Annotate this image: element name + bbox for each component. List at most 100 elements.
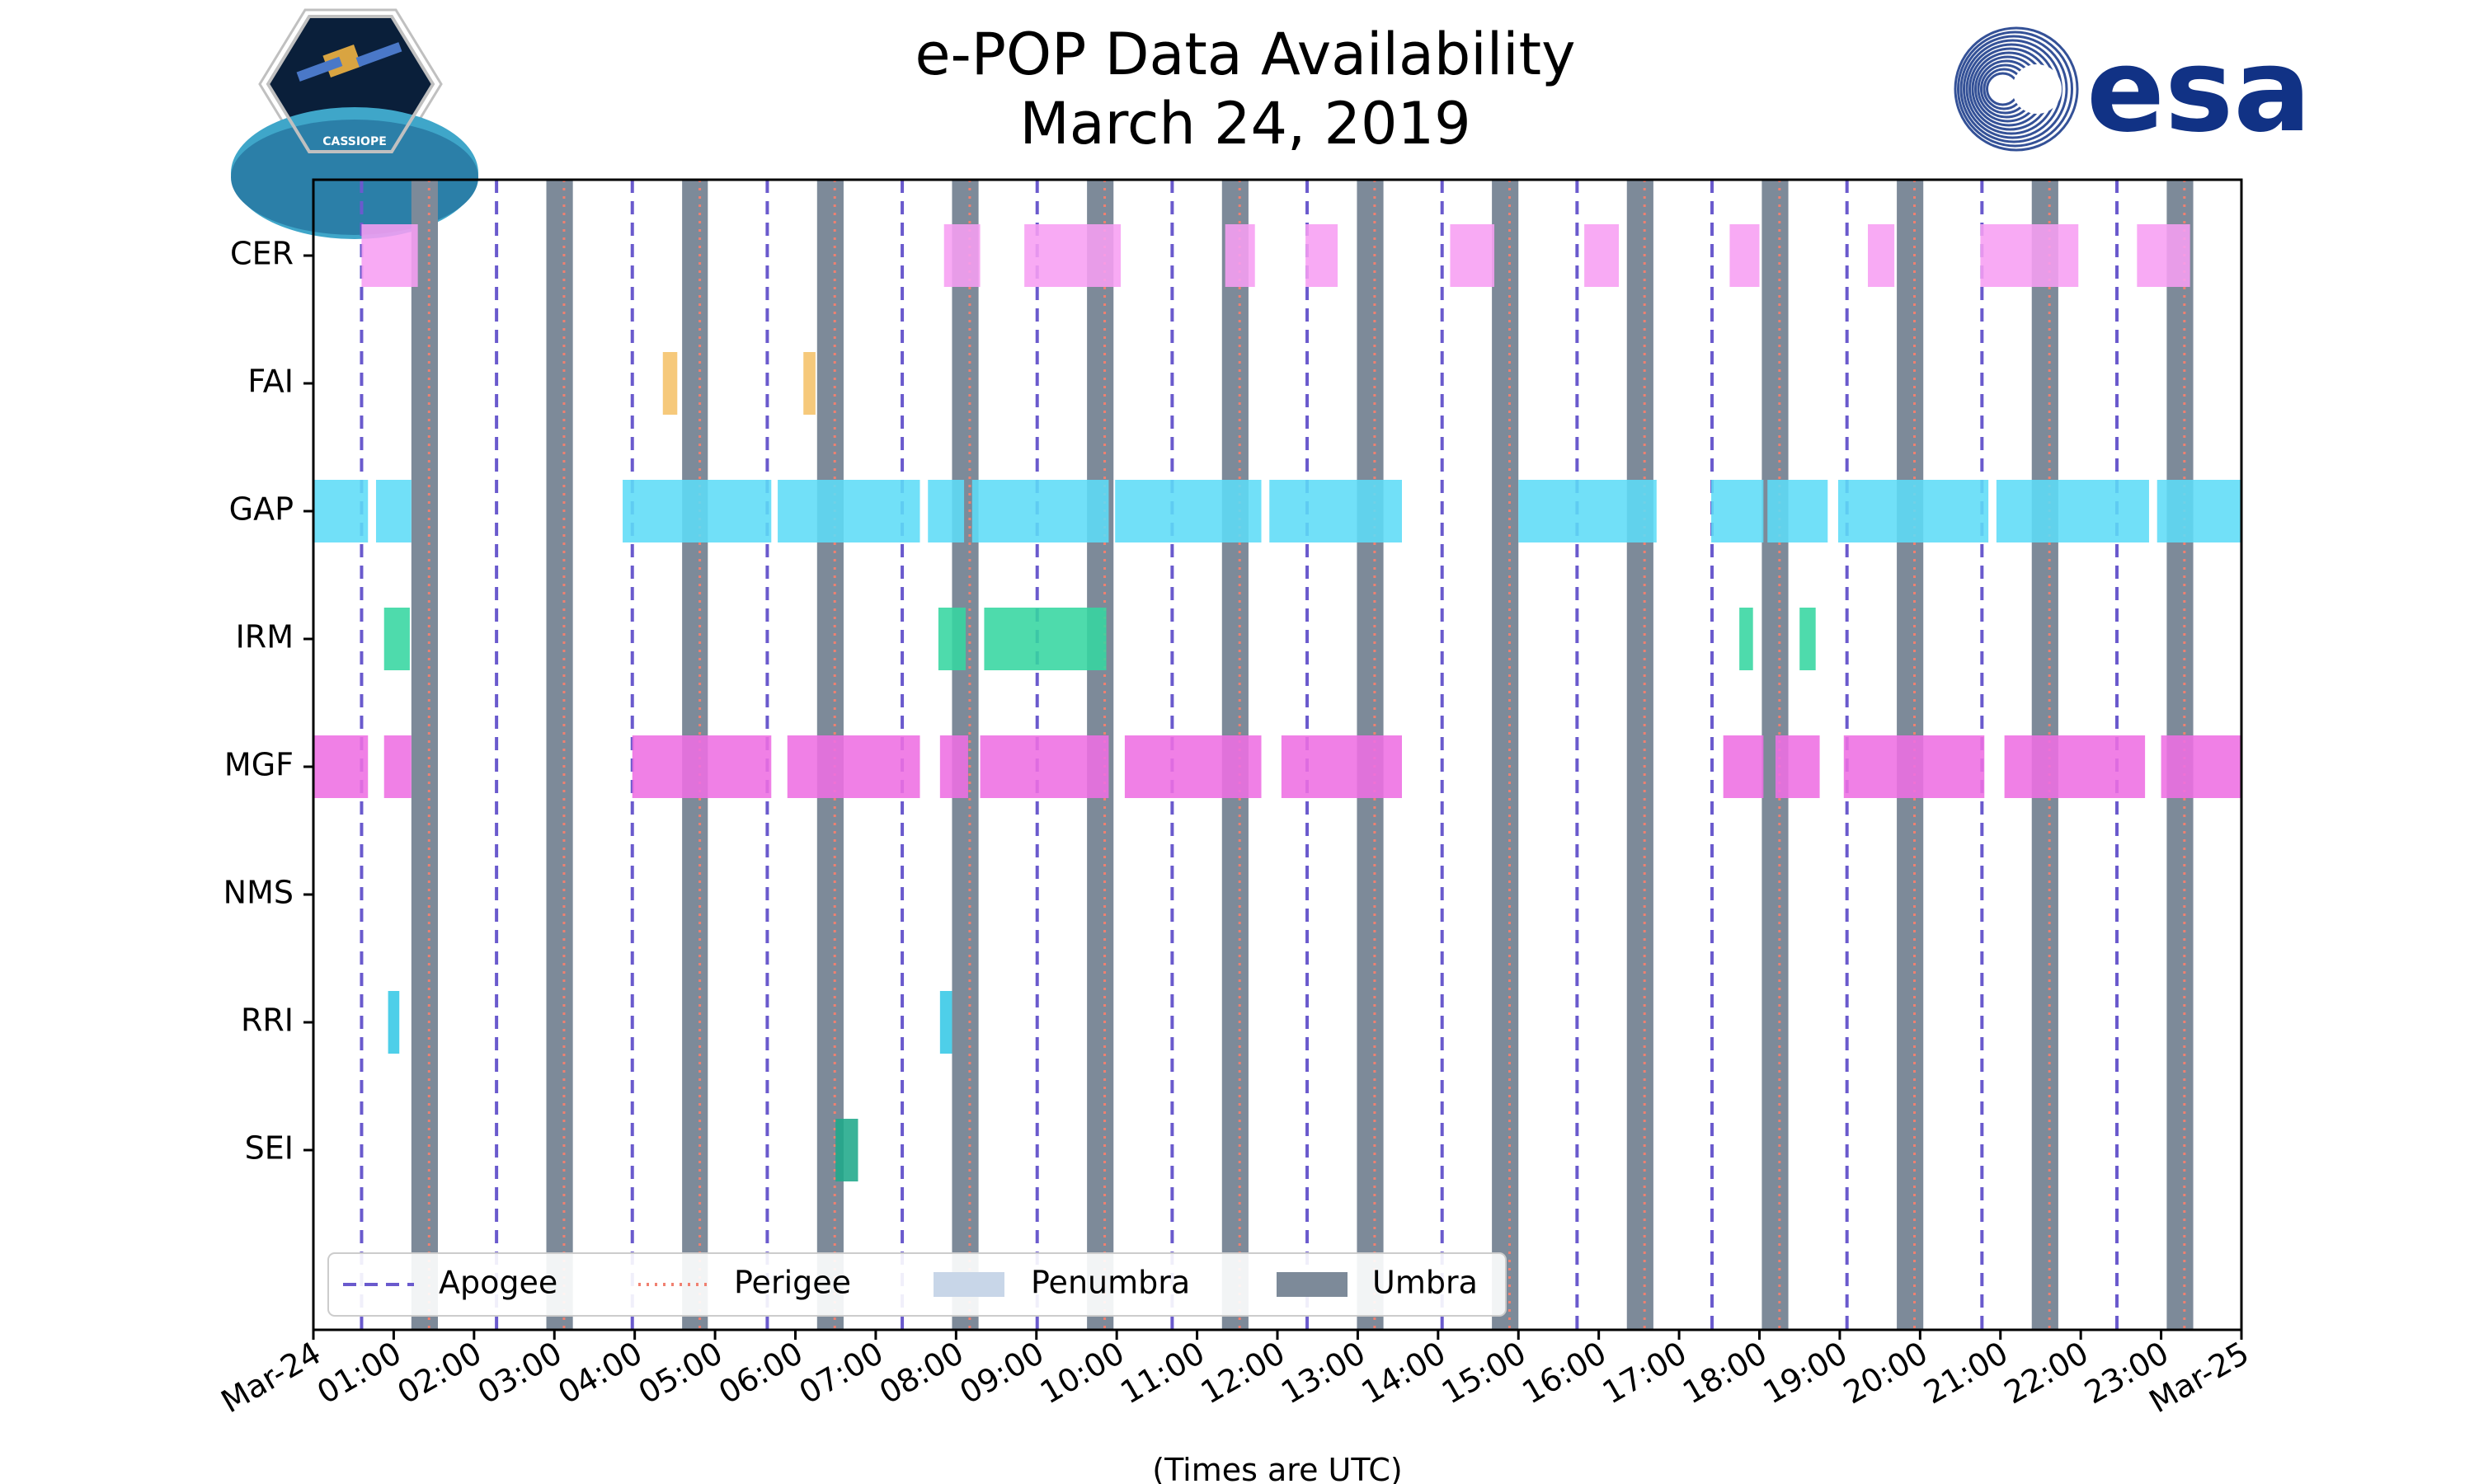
bar-irm (984, 608, 1107, 670)
bar-mgf (1723, 735, 1764, 798)
bar-cer (1980, 224, 2079, 287)
bar-cer (361, 224, 418, 287)
esa-logo: esa (1954, 24, 2312, 158)
x-tick-label: 15:00 (1436, 1335, 1532, 1411)
x-tick-label: Mar-24 (215, 1335, 327, 1421)
bar-gap (1115, 480, 1262, 542)
legend-penumbra-swatch (934, 1272, 1004, 1297)
bar-gap (375, 480, 412, 542)
legend-perigee-label: Perigee (734, 1265, 851, 1301)
legend-penumbra-label: Penumbra (1031, 1265, 1190, 1301)
y-tick-label: MGF (224, 747, 294, 783)
bar-fai (662, 352, 678, 415)
umbra-band (1492, 180, 1519, 1330)
y-tick-label: FAI (247, 364, 294, 400)
bar-fai (803, 352, 816, 415)
availability-bars (313, 224, 2241, 1181)
bar-irm (1739, 608, 1753, 670)
bar-gap (778, 480, 920, 542)
bar-mgf (1124, 735, 1262, 798)
bar-mgf (383, 735, 412, 798)
cassiope-badge-label: CASSIOPE (322, 135, 387, 148)
legend-umbra-swatch (1277, 1272, 1348, 1297)
bar-gap (1767, 480, 1828, 542)
bar-gap (928, 480, 965, 542)
umbra-band (411, 180, 438, 1330)
esa-swirl-core (2012, 64, 2062, 114)
bar-gap (313, 480, 369, 542)
bar-cer (1584, 224, 1620, 287)
bar-mgf (787, 735, 920, 798)
bar-gap (1711, 480, 1764, 542)
bar-mgf (1775, 735, 1820, 798)
chart-title-line-1: e-POP Data Availability (915, 21, 1575, 88)
cassiope-mission-logo: CASSIOPE (231, 8, 478, 239)
x-tick-label: 06:00 (713, 1335, 809, 1411)
bar-rri (939, 991, 952, 1054)
y-tick-label: SEI (245, 1130, 294, 1167)
bar-mgf (632, 735, 772, 798)
bar-gap (971, 480, 1109, 542)
bar-cer (1868, 224, 1895, 287)
bar-sei (835, 1119, 858, 1181)
perigee-layer (427, 180, 2186, 1330)
y-axis: CER FAI GAP IRM MGF NMS RRI SEI (223, 236, 313, 1167)
umbra-band (546, 180, 573, 1330)
bar-gap (1996, 480, 2149, 542)
x-tick-label: 19:00 (1757, 1335, 1854, 1411)
bar-cer (943, 224, 981, 287)
x-axis-label: (Times are UTC) (1152, 1452, 1402, 1484)
x-tick-label: 09:00 (953, 1335, 1050, 1411)
x-tick-label: 03:00 (472, 1335, 568, 1411)
bar-cer (1450, 224, 1495, 287)
bar-mgf (313, 735, 369, 798)
x-tick-label: 08:00 (873, 1335, 970, 1411)
x-tick-label: 22:00 (1998, 1335, 2095, 1411)
esa-swirl-icon (1954, 26, 2079, 152)
x-tick-label: 02:00 (391, 1335, 487, 1411)
x-tick-label: 01:00 (311, 1335, 407, 1411)
bar-mgf (1281, 735, 1402, 798)
x-axis: Mar-2401:0002:0003:0004:0005:0006:0007:0… (215, 1330, 2255, 1420)
bar-gap (1837, 480, 1989, 542)
bar-cer (1024, 224, 1122, 287)
legend-umbra-label: Umbra (1372, 1265, 1478, 1301)
umbra-band (1626, 180, 1653, 1330)
legend-apogee-label: Apogee (439, 1265, 557, 1301)
x-tick-label: 05:00 (633, 1335, 729, 1411)
chart-title-line-2: March 24, 2019 (1019, 90, 1470, 157)
y-tick-label: NMS (223, 875, 294, 911)
x-tick-label: 04:00 (552, 1335, 648, 1411)
bar-mgf (2004, 735, 2146, 798)
bar-irm (938, 608, 967, 670)
x-tick-label: 20:00 (1837, 1335, 1934, 1411)
bar-gap (2157, 480, 2241, 542)
bar-mgf (1843, 735, 1985, 798)
bar-cer (2137, 224, 2190, 287)
bar-gap (623, 480, 772, 542)
bar-rri (388, 991, 400, 1054)
bar-gap (1269, 480, 1402, 542)
x-tick-label: 14:00 (1355, 1335, 1451, 1411)
bar-irm (383, 608, 410, 670)
legend-box (327, 1252, 1507, 1317)
bar-gap (1518, 480, 1657, 542)
y-tick-label: CER (230, 236, 294, 272)
x-tick-label: 13:00 (1275, 1335, 1371, 1411)
x-tick-label: 18:00 (1677, 1335, 1773, 1411)
x-tick-label: 17:00 (1597, 1335, 1693, 1411)
esa-swirl-ring (1954, 26, 2079, 152)
x-tick-label: 12:00 (1195, 1335, 1291, 1411)
bar-irm (1799, 608, 1816, 670)
y-tick-label: IRM (236, 619, 294, 655)
bar-cer (1305, 224, 1338, 287)
y-tick-label: RRI (241, 1003, 294, 1039)
x-tick-label: 21:00 (1917, 1335, 2014, 1411)
esa-wordmark: esa (2086, 24, 2312, 158)
legend: Apogee Perigee Penumbra Umbra (327, 1252, 1507, 1317)
y-tick-label: GAP (229, 491, 294, 528)
bar-mgf (2161, 735, 2241, 798)
x-tick-label: 07:00 (793, 1335, 890, 1411)
esa-swirl-ring (1957, 31, 2073, 148)
